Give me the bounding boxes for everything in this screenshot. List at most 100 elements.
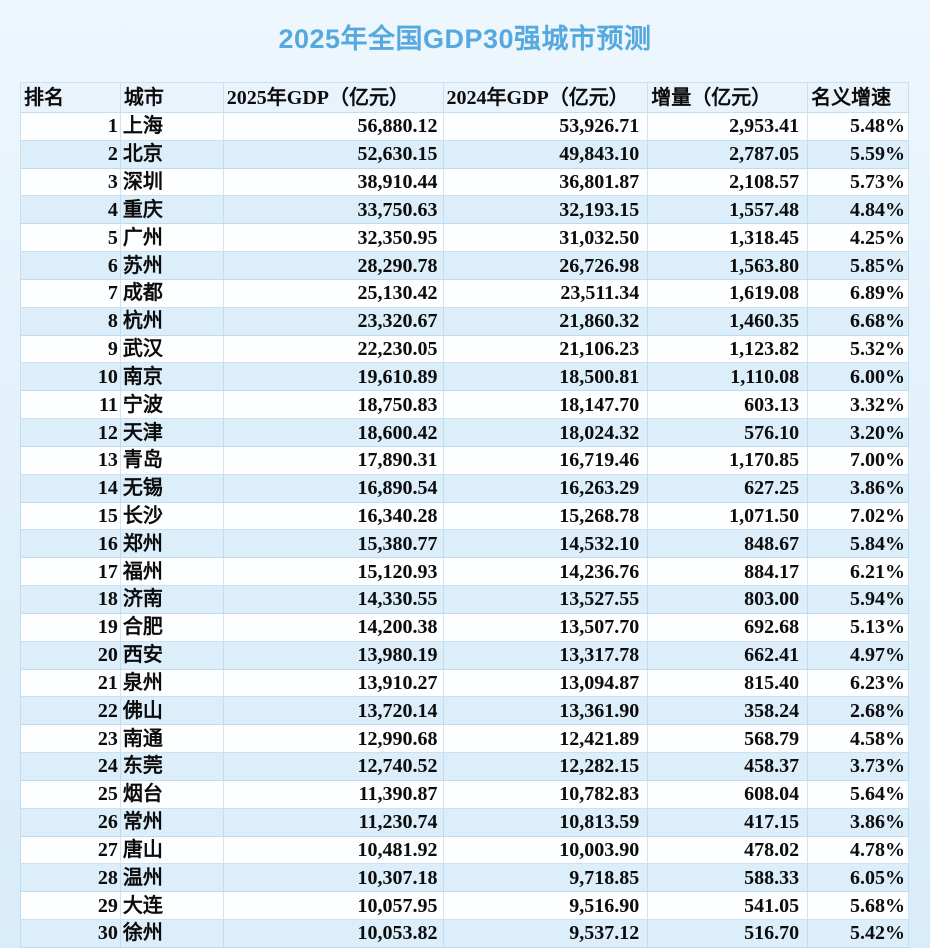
table-row: 4 重庆 33,750.63 32,193.15 1,557.48 4.84% [21, 196, 910, 225]
cell-gdp2025: 13,980.19 [223, 641, 444, 670]
cell-city: 合肥 [120, 613, 224, 642]
table-row: 10 南京 19,610.89 18,500.81 1,110.08 6.00% [21, 363, 910, 392]
cell-rank: 24 [21, 753, 121, 781]
cell-city: 北京 [120, 140, 224, 169]
cell-gdp2024: 12,421.89 [443, 725, 649, 754]
cell-rank: 1 [21, 113, 121, 141]
cell-gdp2024: 18,024.32 [443, 419, 649, 447]
table-row: 20 西安 13,980.19 13,317.78 662.41 4.97% [21, 641, 910, 670]
cell-rank: 26 [21, 808, 121, 837]
table-row: 23 南通 12,990.68 12,421.89 568.79 4.58% [21, 725, 910, 754]
table-row: 28 温州 10,307.18 9,718.85 588.33 6.05% [21, 864, 910, 893]
cell-rank: 13 [21, 446, 121, 475]
table-row: 25 烟台 11,390.87 10,782.83 608.04 5.64% [21, 780, 910, 809]
cell-city: 济南 [120, 586, 224, 614]
cell-increment: 2,953.41 [648, 113, 809, 141]
cell-growth: 5.94% [808, 586, 910, 614]
cell-increment: 568.79 [648, 725, 809, 754]
cell-increment: 2,108.57 [648, 168, 809, 197]
cell-rank: 22 [21, 697, 121, 726]
header-cell-rank: 排名 [21, 83, 121, 113]
cell-gdp2025: 14,330.55 [223, 586, 444, 614]
cell-gdp2025: 10,481.92 [223, 836, 444, 865]
cell-city: 烟台 [120, 780, 224, 809]
table-row: 22 佛山 13,720.14 13,361.90 358.24 2.68% [21, 697, 910, 726]
cell-increment: 815.40 [648, 669, 809, 698]
cell-gdp2025: 10,053.82 [223, 920, 444, 948]
table-row: 24 东莞 12,740.52 12,282.15 458.37 3.73% [21, 753, 910, 781]
cell-increment: 692.68 [648, 613, 809, 642]
cell-rank: 27 [21, 836, 121, 865]
cell-city: 唐山 [120, 836, 224, 865]
cell-rank: 23 [21, 725, 121, 754]
cell-gdp2025: 52,630.15 [223, 140, 444, 169]
cell-city: 广州 [120, 224, 224, 253]
cell-gdp2024: 16,263.29 [443, 474, 649, 503]
table-header-row: 排名 城市 2025年GDP（亿元） 2024年GDP（亿元） 增量（亿元） 名义增速 [21, 82, 909, 113]
cell-growth: 7.02% [808, 502, 910, 531]
cell-growth: 7.00% [808, 446, 910, 475]
cell-city: 福州 [120, 558, 224, 587]
table-body: 1 上海 56,880.12 53,926.71 2,953.41 5.48% 2 北京 52,… [21, 113, 910, 948]
cell-increment: 603.13 [648, 391, 809, 420]
table-row: 7 成都 25,130.42 23,511.34 1,619.08 6.89% [21, 279, 910, 308]
cell-rank: 19 [21, 613, 121, 642]
cell-rank: 10 [21, 363, 121, 392]
cell-gdp2025: 32,350.95 [223, 224, 444, 253]
table-row: 27 唐山 10,481.92 10,003.90 478.02 4.78% [21, 836, 910, 865]
cell-increment: 884.17 [648, 558, 809, 587]
cell-gdp2025: 25,130.42 [223, 279, 444, 308]
cell-rank: 8 [21, 307, 121, 336]
cell-rank: 17 [21, 558, 121, 587]
cell-growth: 5.48% [808, 113, 910, 141]
table-row: 29 大连 10,057.95 9,516.90 541.05 5.68% [21, 892, 910, 921]
cell-gdp2024: 13,361.90 [443, 697, 649, 726]
cell-rank: 9 [21, 335, 121, 364]
cell-increment: 1,071.50 [648, 502, 809, 531]
cell-gdp2025: 33,750.63 [223, 196, 444, 225]
cell-gdp2025: 11,390.87 [223, 780, 444, 809]
cell-city: 深圳 [120, 168, 224, 197]
cell-rank: 28 [21, 864, 121, 893]
cell-gdp2024: 10,003.90 [443, 836, 649, 865]
cell-city: 常州 [120, 808, 224, 837]
cell-gdp2024: 23,511.34 [443, 279, 649, 308]
cell-gdp2024: 16,719.46 [443, 446, 649, 475]
cell-increment: 478.02 [648, 836, 809, 865]
cell-city: 成都 [120, 279, 224, 308]
table-row: 14 无锡 16,890.54 16,263.29 627.25 3.86% [21, 474, 910, 503]
cell-increment: 358.24 [648, 697, 809, 726]
cell-gdp2024: 13,317.78 [443, 641, 649, 670]
cell-rank: 7 [21, 279, 121, 308]
cell-gdp2024: 18,500.81 [443, 363, 649, 392]
cell-gdp2024: 13,507.70 [443, 613, 649, 642]
cell-rank: 12 [21, 419, 121, 447]
cell-city: 苏州 [120, 252, 224, 280]
table-row: 21 泉州 13,910.27 13,094.87 815.40 6.23% [21, 669, 910, 698]
cell-gdp2024: 14,532.10 [443, 530, 649, 559]
cell-gdp2024: 12,282.15 [443, 753, 649, 781]
header-cell-increment: 增量（亿元） [648, 83, 809, 113]
cell-growth: 3.86% [808, 474, 910, 503]
cell-gdp2025: 18,750.83 [223, 391, 444, 420]
cell-gdp2025: 28,290.78 [223, 252, 444, 280]
cell-growth: 5.42% [808, 920, 910, 948]
table-row: 19 合肥 14,200.38 13,507.70 692.68 5.13% [21, 613, 910, 642]
cell-gdp2025: 22,230.05 [223, 335, 444, 364]
cell-gdp2025: 14,200.38 [223, 613, 444, 642]
cell-city: 郑州 [120, 530, 224, 559]
table-row: 1 上海 56,880.12 53,926.71 2,953.41 5.48% [21, 113, 910, 141]
table-row: 13 青岛 17,890.31 16,719.46 1,170.85 7.00% [21, 446, 910, 475]
cell-growth: 5.64% [808, 780, 910, 809]
cell-growth: 6.21% [808, 558, 910, 587]
cell-city: 武汉 [120, 335, 224, 364]
cell-increment: 588.33 [648, 864, 809, 893]
table-row: 11 宁波 18,750.83 18,147.70 603.13 3.32% [21, 391, 910, 420]
header-cell-growth: 名义增速 [808, 83, 909, 113]
cell-gdp2024: 9,516.90 [443, 892, 649, 921]
table-row: 9 武汉 22,230.05 21,106.23 1,123.82 5.32% [21, 335, 910, 364]
cell-city: 西安 [120, 641, 224, 670]
table-row: 3 深圳 38,910.44 36,801.87 2,108.57 5.73% [21, 168, 910, 197]
cell-gdp2024: 21,860.32 [443, 307, 649, 336]
